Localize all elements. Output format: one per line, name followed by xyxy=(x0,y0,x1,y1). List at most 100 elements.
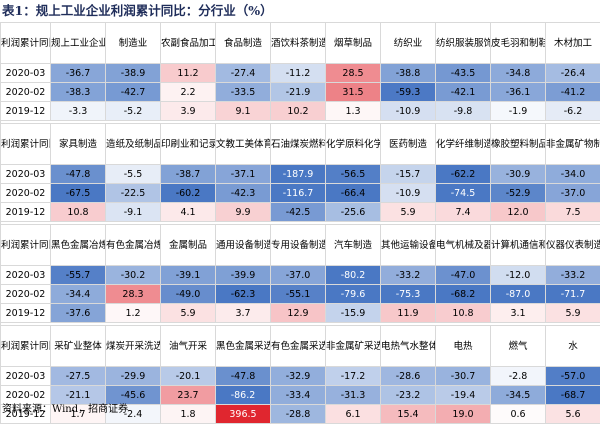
value-cell: 7.5 xyxy=(546,203,600,222)
value-cell: 12.0 xyxy=(491,203,546,222)
value-cell: -37.6 xyxy=(51,304,106,323)
value-cell: -10.9 xyxy=(381,102,436,121)
value-cell: 9.1 xyxy=(216,102,271,121)
value-cell: -5.2 xyxy=(106,102,161,121)
header-row: 利润累计同比采矿业整体煤炭开采洗选油气开采黑色金属采选有色金属采选非金属矿采选电… xyxy=(1,326,600,367)
header-row: 利润累计同比规上工业企业整体制造业农副食品加工食品制造酒饮料茶制造烟草制品纺织业… xyxy=(1,23,600,64)
value-cell: -66.4 xyxy=(326,184,381,203)
value-cell: -30.7 xyxy=(436,367,491,386)
row-label-header: 利润累计同比 xyxy=(1,225,51,266)
value-cell: 5.9 xyxy=(546,304,600,323)
column-header: 纺织业 xyxy=(381,23,436,64)
column-header: 燃气 xyxy=(491,326,546,367)
table-row: 2020-03-27.5-29.9-20.1-47.8-32.9-17.2-28… xyxy=(1,367,600,386)
value-cell: -33.5 xyxy=(216,83,271,102)
column-header: 制造业 xyxy=(106,23,161,64)
value-cell: -60.2 xyxy=(161,184,216,203)
value-cell: -36.7 xyxy=(51,64,106,83)
value-cell: -43.5 xyxy=(436,64,491,83)
value-cell: -29.9 xyxy=(106,367,161,386)
value-cell: -21.9 xyxy=(271,83,326,102)
value-cell: 1.3 xyxy=(326,102,381,121)
column-header: 汽车制造 xyxy=(326,225,381,266)
row-date-label: 2020-03 xyxy=(1,266,51,285)
column-header: 农副食品加工 xyxy=(161,23,216,64)
value-cell: -52.9 xyxy=(491,184,546,203)
value-cell: -37.0 xyxy=(546,184,600,203)
value-cell: 10.8 xyxy=(436,304,491,323)
value-cell: -75.3 xyxy=(381,285,436,304)
row-date-label: 2020-03 xyxy=(1,64,51,83)
column-header: 非金属矿采选 xyxy=(326,326,381,367)
value-cell: -30.9 xyxy=(491,165,546,184)
column-header: 文教工美体育娱乐用品 xyxy=(216,124,271,165)
column-header: 采矿业整体 xyxy=(51,326,106,367)
value-cell: -19.4 xyxy=(436,386,491,405)
column-header: 有色金属采选 xyxy=(271,326,326,367)
row-label-header: 利润累计同比 xyxy=(1,326,51,367)
column-header: 规上工业企业整体 xyxy=(51,23,106,64)
value-cell: -68.2 xyxy=(436,285,491,304)
value-cell: -38.9 xyxy=(106,64,161,83)
value-cell: -17.2 xyxy=(326,367,381,386)
row-label-header: 利润累计同比 xyxy=(1,23,51,64)
value-cell: 396.5 xyxy=(216,405,271,424)
column-header: 纺织服装服饰 xyxy=(436,23,491,64)
value-cell: -55.7 xyxy=(51,266,106,285)
value-cell: -49.0 xyxy=(161,285,216,304)
value-cell: -45.6 xyxy=(106,386,161,405)
value-cell: -33.2 xyxy=(546,266,600,285)
value-cell: -33.2 xyxy=(381,266,436,285)
value-cell: -47.0 xyxy=(436,266,491,285)
column-header: 化学纤维制造 xyxy=(436,124,491,165)
row-date-label: 2020-03 xyxy=(1,165,51,184)
column-header: 黑色金属采选 xyxy=(216,326,271,367)
source-note: 资料来源：Wind，招商证券 xyxy=(2,403,128,417)
column-header: 水 xyxy=(546,326,600,367)
column-header: 专用设备制造 xyxy=(271,225,326,266)
value-cell: 0.6 xyxy=(491,405,546,424)
row-date-label: 2020-02 xyxy=(1,285,51,304)
value-cell: 6.1 xyxy=(326,405,381,424)
value-cell: 3.9 xyxy=(161,102,216,121)
value-cell: -47.8 xyxy=(216,367,271,386)
value-cell: -87.0 xyxy=(491,285,546,304)
value-cell: 5.9 xyxy=(381,203,436,222)
value-cell: 23.7 xyxy=(161,386,216,405)
value-cell: 28.3 xyxy=(106,285,161,304)
table-row: 2020-03-55.7-30.2-39.1-39.9-37.0-80.2-33… xyxy=(1,266,600,285)
value-cell: -25.6 xyxy=(326,203,381,222)
column-header: 计算机通信和电子设备制造 xyxy=(491,225,546,266)
column-header: 油气开采 xyxy=(161,326,216,367)
value-cell: -42.3 xyxy=(216,184,271,203)
column-header: 印刷业和记录媒介复制 xyxy=(161,124,216,165)
value-cell: -21.1 xyxy=(51,386,106,405)
value-cell: -86.2 xyxy=(216,386,271,405)
value-cell: -1.9 xyxy=(491,102,546,121)
value-cell: -55.1 xyxy=(271,285,326,304)
value-cell: -71.7 xyxy=(546,285,600,304)
value-cell: -38.7 xyxy=(161,165,216,184)
column-header: 电热气水整体 xyxy=(381,326,436,367)
value-cell: 4.1 xyxy=(161,203,216,222)
column-header: 金属制品 xyxy=(161,225,216,266)
value-cell: 3.7 xyxy=(216,304,271,323)
column-header: 通用设备制造 xyxy=(216,225,271,266)
profit-table: 利润累计同比规上工业企业整体制造业农副食品加工食品制造酒饮料茶制造烟草制品纺织业… xyxy=(0,22,600,424)
value-cell: -32.9 xyxy=(271,367,326,386)
value-cell: -42.1 xyxy=(436,83,491,102)
column-header: 电气机械及器材制造 xyxy=(436,225,491,266)
value-cell: 1.8 xyxy=(161,405,216,424)
header-row: 利润累计同比家具制造造纸及纸制品印刷业和记录媒介复制文教工美体育娱乐用品石油煤炭… xyxy=(1,124,600,165)
value-cell: -27.4 xyxy=(216,64,271,83)
value-cell: 3.1 xyxy=(491,304,546,323)
value-cell: -39.1 xyxy=(161,266,216,285)
value-cell: 28.5 xyxy=(326,64,381,83)
column-header: 化学原料化学制品 xyxy=(326,124,381,165)
value-cell: 19.0 xyxy=(436,405,491,424)
